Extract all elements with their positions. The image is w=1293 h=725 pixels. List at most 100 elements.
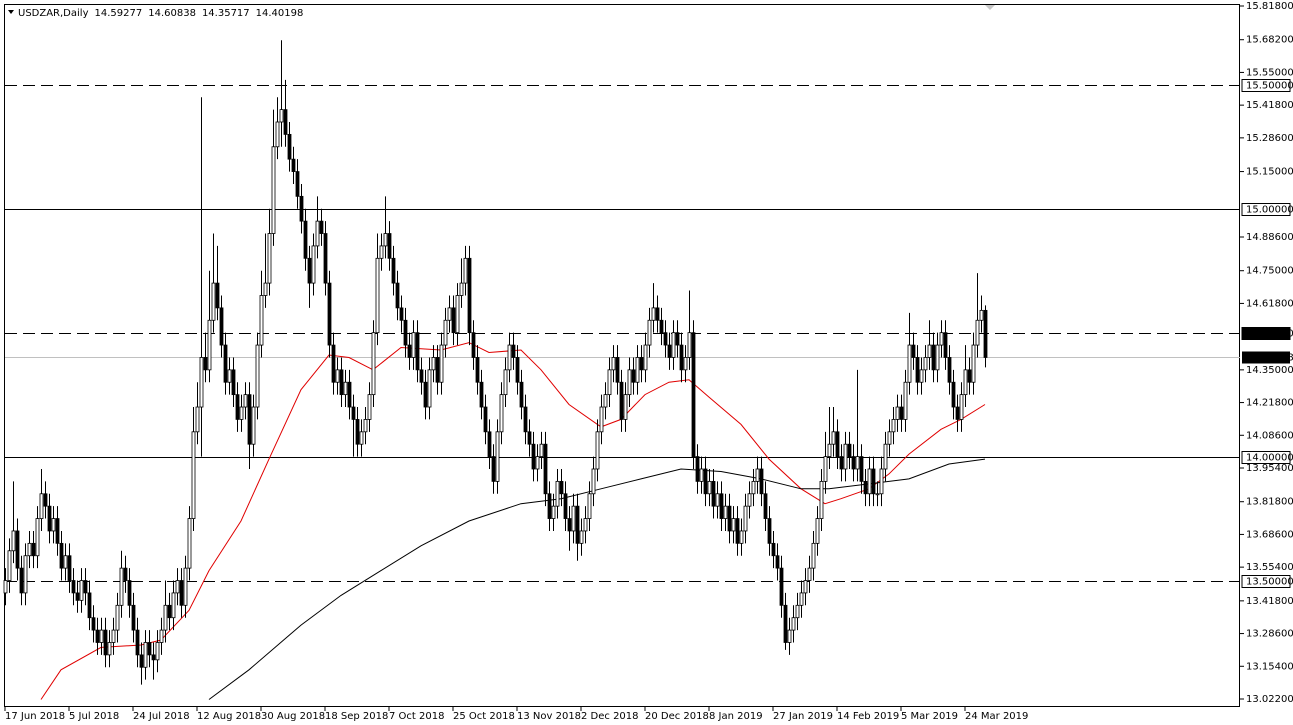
candle-body: [23, 555, 28, 594]
candle-body: [455, 295, 460, 334]
candle-body: [83, 580, 88, 594]
candle-body: [739, 530, 744, 544]
candle-body: [867, 468, 872, 495]
candle-body: [343, 381, 348, 396]
candle-body: [327, 282, 332, 346]
candle-body: [547, 493, 552, 519]
candle-body: [331, 344, 336, 383]
symbol: USDZAR,Daily: [18, 8, 89, 19]
candle-body: [339, 369, 344, 396]
candle-body: [243, 394, 248, 408]
candle-body: [531, 443, 536, 470]
candle-body: [111, 629, 116, 643]
candle-body: [503, 369, 508, 396]
candle-body: [923, 357, 928, 371]
candle-body: [527, 431, 532, 445]
plot-frame: [4, 4, 1240, 707]
x-tick-label: 18 Sep 2018: [325, 711, 388, 722]
candle-body: [195, 406, 200, 433]
candle-body: [827, 443, 832, 457]
candle-body: [691, 332, 696, 457]
x-tick-label: 8 Jan 2019: [709, 711, 763, 722]
candle-body: [899, 406, 904, 420]
y-tick-label: 13.81800: [1246, 497, 1293, 508]
candle-body: [295, 171, 300, 197]
header-value: 14.35717: [202, 8, 250, 19]
candle-body: [683, 357, 688, 371]
y-tick-label: 14.35000: [1246, 365, 1293, 376]
candle-body: [815, 518, 820, 544]
candle-body: [959, 394, 964, 420]
candle-body: [95, 629, 100, 643]
candle-body: [79, 580, 84, 601]
candle-body: [551, 505, 556, 519]
candle-body: [831, 431, 836, 445]
candle-body: [731, 518, 736, 532]
candle-body: [555, 480, 560, 507]
y-tick-label: 13.02200: [1246, 694, 1293, 705]
candle-body: [695, 456, 700, 482]
x-tick-label: 20 Dec 2018: [645, 711, 709, 722]
candle-body: [15, 530, 20, 569]
candle-body: [639, 357, 644, 371]
candle-body: [463, 257, 468, 284]
candle-body: [951, 381, 956, 408]
candle-body: [883, 443, 888, 470]
x-tick-label: 27 Jan 2019: [773, 711, 833, 722]
header-value: 14.40198: [256, 8, 304, 19]
header-arrow: [8, 10, 14, 14]
candle-body: [55, 518, 60, 544]
candle-body: [583, 518, 588, 532]
candle-body: [571, 505, 576, 532]
candle-body: [395, 282, 400, 309]
candle-body: [231, 369, 236, 396]
candle-body: [391, 257, 396, 284]
candle-body: [263, 282, 268, 296]
candle-body: [591, 468, 596, 495]
y-tick-label: 15.28600: [1246, 133, 1293, 144]
candle-body: [475, 357, 480, 383]
candle-body: [939, 332, 944, 346]
candle-body: [447, 307, 452, 321]
candle-body: [763, 493, 768, 519]
candle-body: [643, 344, 648, 371]
candle-body: [371, 332, 376, 396]
candle-body: [611, 357, 616, 371]
candle-body: [635, 357, 640, 383]
candle-body: [135, 629, 140, 656]
level-label: 15.00000: [1246, 205, 1293, 216]
candle-body: [451, 307, 456, 334]
y-tick-label: 14.61800: [1246, 298, 1293, 309]
candle-body: [383, 233, 388, 247]
moving-average: [208, 458, 986, 700]
candle-body: [183, 567, 188, 606]
candle-body: [947, 357, 952, 383]
candle-body: [115, 604, 120, 631]
candle-body: [439, 344, 444, 383]
y-tick-label: 15.15000: [1246, 167, 1293, 178]
x-tick-label: 2 Dec 2018: [581, 711, 639, 722]
candle-body: [715, 493, 720, 507]
candle-body: [871, 468, 876, 495]
candle-body: [35, 518, 40, 557]
candle-body: [131, 604, 136, 631]
candle-body: [775, 555, 780, 569]
candle-body: [615, 357, 620, 383]
candle-body: [927, 344, 932, 358]
candle-body: [163, 604, 168, 631]
y-tick-label: 13.28600: [1246, 629, 1293, 640]
candle-body: [499, 394, 504, 433]
y-tick-label: 13.15400: [1246, 661, 1293, 672]
candle-body: [3, 580, 8, 594]
candle-body: [47, 505, 52, 532]
level-label-box: [1241, 451, 1291, 464]
candle-body: [963, 369, 968, 396]
candle-body: [123, 567, 128, 581]
candle-body: [943, 332, 948, 358]
level-label-box: [1241, 575, 1291, 588]
y-tick-label: 13.55400: [1246, 562, 1293, 573]
candle-body: [779, 567, 784, 606]
candle-body: [795, 604, 800, 619]
candle-body: [511, 344, 516, 358]
candle-body: [879, 468, 884, 495]
